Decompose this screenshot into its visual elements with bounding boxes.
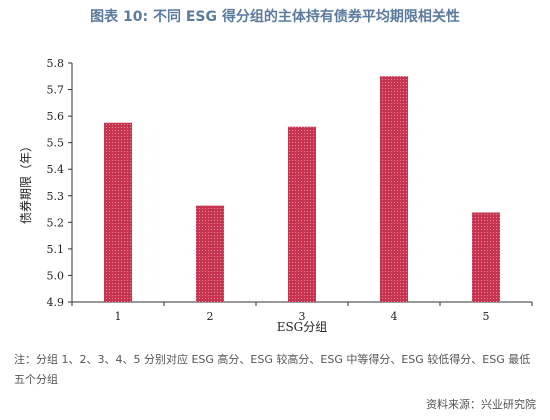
x-tick-label: 1 [115, 310, 122, 323]
x-tick-label: 4 [391, 310, 398, 323]
x-tick-label: 5 [483, 310, 490, 323]
footnote: 注：分组 1、2、3、4、5 分别对应 ESG 高分、ESG 较高分、ESG 中… [14, 353, 531, 386]
x-tick-label: 3 [299, 310, 306, 323]
bar-group-2 [196, 205, 224, 302]
bars [104, 76, 500, 303]
x-tick-label: 2 [207, 310, 214, 323]
bar-group-5 [472, 212, 500, 302]
bar-group-3 [288, 126, 316, 302]
y-tick-label: 5.2 [47, 216, 65, 229]
y-tick-label: 5.8 [47, 57, 65, 70]
y-tick-label: 5.5 [47, 137, 65, 150]
y-tick-label: 5.4 [47, 163, 65, 176]
x-axis-title: ESG分组 [277, 320, 328, 334]
y-tick-label: 5.7 [47, 84, 65, 97]
y-tick-label: 4.9 [47, 296, 65, 309]
bar-group-4 [380, 76, 408, 303]
bar-chart: 4.9 5.0 5.1 5.2 5.3 5.4 5.5 5.6 5.7 5.8 1 2 3 4 5 债券期… [18, 57, 533, 334]
bar-group-1 [104, 122, 132, 302]
y-tick-label: 5.0 [47, 269, 65, 282]
y-tick-label: 5.3 [47, 190, 65, 203]
y-axis-title: 债券期限（年） [18, 140, 33, 224]
y-tick-label: 5.6 [47, 110, 65, 123]
source-note: 资料来源：兴业研究院 [426, 398, 536, 411]
y-axis: 4.9 5.0 5.1 5.2 5.3 5.4 5.5 5.6 5.7 5.8 [47, 57, 73, 309]
chart-title: 图表 10: 不同 ESG 得分组的主体持有债券平均期限相关性 [90, 9, 460, 25]
y-tick-label: 5.1 [47, 243, 65, 256]
